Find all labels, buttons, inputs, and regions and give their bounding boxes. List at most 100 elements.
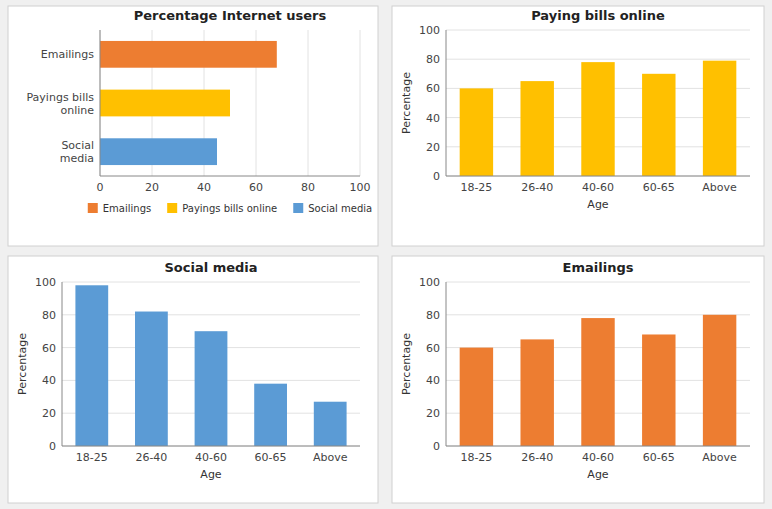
category-label: Payings billsonline [26, 91, 94, 117]
chart-root: Percentage Internet users020406080100Soc… [0, 0, 772, 509]
tick-label: 40 [42, 374, 56, 387]
bar [100, 138, 217, 165]
chart-panel: Percentage Internet users020406080100Soc… [8, 6, 378, 246]
tick-label: 60 [42, 342, 56, 355]
legend: Emailings Payings bills online Social medi… [88, 203, 372, 214]
tick-label: 40 [197, 181, 211, 194]
bar [520, 81, 553, 176]
category-label: 40-60 [582, 451, 614, 464]
category-label-line: Payings bills [26, 91, 94, 104]
chart-title: Social media [164, 260, 257, 275]
legend-swatch [167, 203, 177, 213]
marks [460, 61, 737, 176]
grid-line [446, 176, 750, 177]
bar [703, 61, 736, 176]
tick-label: 20 [426, 407, 440, 420]
legend-swatch [88, 203, 98, 213]
bar [100, 90, 230, 117]
legend-label: Payings bills online [182, 203, 277, 214]
category-label: 26-40 [521, 451, 553, 464]
category-label: 60-65 [643, 451, 675, 464]
axis-line [446, 282, 447, 446]
category-label: 60-65 [255, 451, 287, 464]
chart-title: Emailings [563, 260, 634, 275]
grid-line [446, 59, 750, 60]
tick-label: 40 [426, 374, 440, 387]
panel-background [392, 256, 764, 503]
grid-line [446, 446, 750, 447]
category-label: Above [702, 451, 737, 464]
y-axis-label: Percentage [400, 333, 413, 395]
chart-panel: Paying bills online02040608010018-2526-4… [392, 6, 764, 246]
tick-label: 60 [426, 82, 440, 95]
grid-line [62, 446, 360, 447]
bar [314, 402, 347, 446]
bar [520, 339, 553, 446]
tick-label: 20 [426, 141, 440, 154]
axis-line [446, 176, 750, 177]
tick-label: 80 [301, 181, 315, 194]
legend-item: Payings bills online [167, 203, 277, 214]
category-label: 18-25 [460, 181, 492, 194]
category-label: 18-25 [76, 451, 108, 464]
tick-label: 0 [49, 440, 56, 453]
chart-title: Percentage Internet users [134, 8, 327, 23]
bar [195, 331, 228, 446]
panel-background [392, 6, 764, 246]
category-label: Socialmedia [60, 139, 94, 165]
category-label-line: Social [61, 139, 94, 152]
category-label: Above [313, 451, 348, 464]
axis-line [100, 176, 360, 177]
tick-label: 60 [249, 181, 263, 194]
category-label: 60-65 [643, 181, 675, 194]
tick-label: 100 [419, 276, 440, 289]
x-axis-label: Age [200, 468, 222, 481]
category-label: 26-40 [135, 451, 167, 464]
tick-label: 100 [419, 24, 440, 37]
tick-label: 0 [97, 181, 104, 194]
chart-panel: Social media 0 20 40 60 80 100 18-25 26-40 40-60 6… [8, 256, 378, 503]
x-axis-label: Age [587, 468, 609, 481]
tick-label: 0 [433, 440, 440, 453]
tick-label: 100 [350, 181, 371, 194]
category-label: 18-25 [460, 451, 492, 464]
category-label: 26-40 [521, 181, 553, 194]
legend-swatch [293, 203, 303, 213]
tick-label: 100 [35, 276, 56, 289]
legend-label: Emailings [103, 203, 151, 214]
tick-label: 80 [42, 309, 56, 322]
bar [75, 285, 108, 446]
bar [642, 74, 675, 176]
marks [460, 315, 737, 446]
legend-label: Social media [308, 203, 372, 214]
grid-line [446, 282, 750, 283]
category-label-line: media [60, 152, 94, 165]
category-label: 40-60 [195, 451, 227, 464]
grid-line [308, 30, 309, 176]
tick-label: 80 [426, 309, 440, 322]
chart-title: Paying bills online [531, 8, 665, 23]
grid-line [360, 30, 361, 176]
y-axis-label: Percentage [400, 72, 413, 134]
bar [642, 334, 675, 446]
tick-label: 20 [42, 407, 56, 420]
tick-label: 0 [433, 170, 440, 183]
chart-panel: Emailings 0 20 40 60 80 100 18-25 26-40 40-60 60-6… [392, 256, 764, 503]
bar [460, 88, 493, 176]
tick-label: 60 [426, 342, 440, 355]
axis-line [446, 30, 447, 176]
category-label-line: online [60, 104, 94, 117]
grid-line [62, 282, 360, 283]
axis-line [62, 446, 360, 447]
axis-line [62, 282, 63, 446]
legend-item: Social media [293, 203, 372, 214]
legend-item: Emailings [88, 203, 151, 214]
category-label-line: Emailings [41, 48, 95, 61]
x-axis-label: Age [587, 198, 609, 211]
axis-line [100, 30, 101, 176]
bar [460, 348, 493, 446]
bar [581, 62, 614, 176]
category-label: Emailings [41, 48, 95, 61]
panel-background [8, 256, 378, 503]
category-label: Above [702, 181, 737, 194]
